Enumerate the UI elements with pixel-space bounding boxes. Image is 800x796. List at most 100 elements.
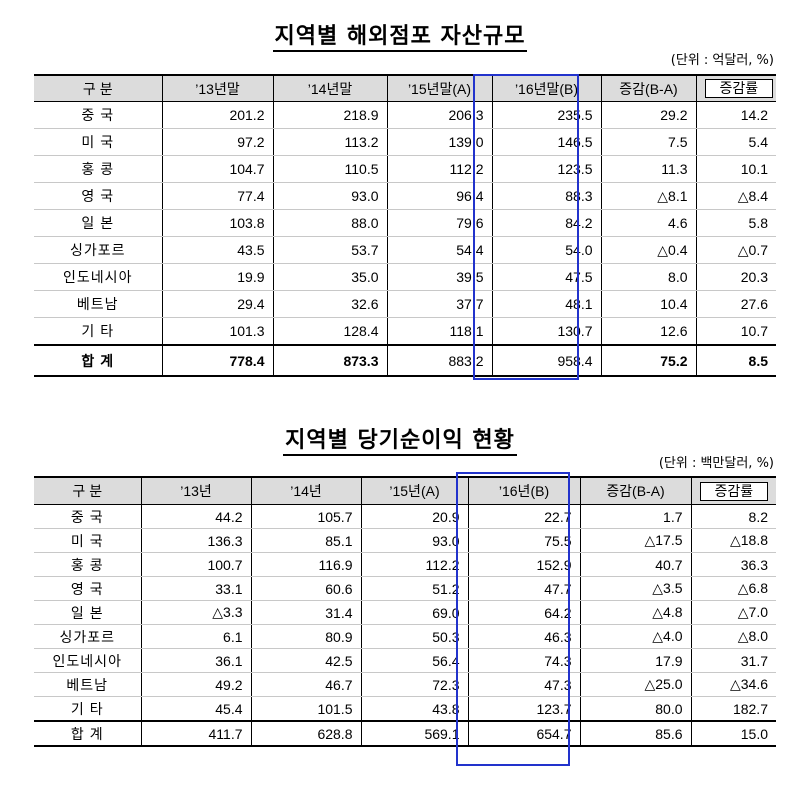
value-cell: △7.0 [690, 600, 776, 625]
value-cell: 75.5 [467, 528, 580, 553]
value-cell: 32.6 [272, 290, 387, 318]
table-row: 미 국 97.2 113.2 139.0 146.5 7.5 5.4 [34, 128, 776, 156]
value-cell: 12.6 [600, 317, 696, 346]
table2-unit: (단위 : 백만달러, %) [658, 456, 774, 471]
value-cell: 88.3 [491, 182, 601, 210]
value-cell: 84.2 [491, 209, 601, 237]
header-2015: ’15년(A) [360, 476, 468, 505]
table1-unit: (단위 : 억달러, %) [670, 53, 774, 68]
value-cell: 31.4 [250, 600, 361, 625]
value-cell: 35.0 [272, 263, 387, 291]
value-cell: 20.3 [695, 263, 776, 291]
value-cell: 54.4 [386, 236, 492, 264]
value-cell: 75.2 [600, 344, 696, 377]
table-row: 기 타 45.4 101.5 43.8 123.7 80.0 182.7 [34, 696, 776, 722]
table-row: 싱가포르 43.5 53.7 54.4 54.0 △0.4 △0.7 [34, 236, 776, 264]
table1-title-text: 지역별 해외점포 자산규모 [272, 24, 528, 52]
value-cell: 136.3 [140, 528, 251, 553]
value-cell: △3.3 [140, 600, 251, 625]
region-cell: 일 본 [34, 209, 162, 237]
value-cell: 39.5 [386, 263, 492, 291]
region-cell: 홍 콩 [34, 552, 141, 577]
table-row: 영 국 77.4 93.0 96.4 88.3 △8.1 △8.4 [34, 182, 776, 210]
value-cell: 14.2 [695, 101, 776, 129]
value-cell: 54.0 [491, 236, 601, 264]
value-cell: 42.5 [250, 648, 361, 673]
value-cell: △8.4 [695, 182, 776, 210]
header-2015: ’15년말(A) [386, 74, 492, 102]
table2-title-text: 지역별 당기순이익 현황 [283, 428, 517, 456]
value-cell: 883.2 [386, 344, 492, 377]
value-cell: 93.0 [272, 182, 387, 210]
table-row: 베트남 49.2 46.7 72.3 47.3 △25.0 △34.6 [34, 672, 776, 697]
value-cell: 103.8 [161, 209, 273, 237]
value-cell: 206.3 [386, 101, 492, 129]
value-cell: 45.4 [140, 696, 251, 722]
value-cell: 49.2 [140, 672, 251, 697]
value-cell: 69.0 [360, 600, 468, 625]
region-cell: 기 타 [34, 317, 162, 346]
region-cell: 싱가포르 [34, 236, 162, 264]
value-cell: 20.9 [360, 504, 468, 529]
value-cell: 218.9 [272, 101, 387, 129]
value-cell: 72.3 [360, 672, 468, 697]
table-row: 홍 콩 104.7 110.5 112.2 123.5 11.3 10.1 [34, 155, 776, 183]
value-cell: 27.6 [695, 290, 776, 318]
value-cell: 654.7 [467, 720, 580, 747]
value-cell: 130.7 [491, 317, 601, 346]
value-cell: 112.2 [386, 155, 492, 183]
region-cell: 기 타 [34, 696, 141, 722]
value-cell: 5.8 [695, 209, 776, 237]
table2-title: 지역별 당기순이익 현황 [0, 422, 800, 456]
value-cell: 778.4 [161, 344, 273, 377]
value-cell: 123.7 [467, 696, 580, 722]
value-cell: 10.7 [695, 317, 776, 346]
value-cell: 97.2 [161, 128, 273, 156]
region-cell: 영 국 [34, 182, 162, 210]
value-cell: 36.1 [140, 648, 251, 673]
value-cell: 873.3 [272, 344, 387, 377]
value-cell: 47.3 [467, 672, 580, 697]
table-header-row: 구 분 ’13년 ’14년 ’15년(A) ’16년(B) 증감(B-A) 증감… [34, 476, 776, 505]
table-row: 인도네시아 19.9 35.0 39.5 47.5 8.0 20.3 [34, 263, 776, 291]
table-row: 베트남 29.4 32.6 37.7 48.1 10.4 27.6 [34, 290, 776, 318]
value-cell: 37.7 [386, 290, 492, 318]
asset-table: 구 분 ’13년말 ’14년말 ’15년말(A) ’16년말(B) 증감(B-A… [34, 74, 776, 377]
value-cell: 64.2 [467, 600, 580, 625]
value-cell: 8.5 [695, 344, 776, 377]
value-cell: 80.9 [250, 624, 361, 649]
table-row: 홍 콩 100.7 116.9 112.2 152.9 40.7 36.3 [34, 552, 776, 577]
value-cell: 60.6 [250, 576, 361, 601]
value-cell: 128.4 [272, 317, 387, 346]
table-row: 일 본 103.8 88.0 79.6 84.2 4.6 5.8 [34, 209, 776, 237]
table-row: 일 본 △3.3 31.4 69.0 64.2 △4.8 △7.0 [34, 600, 776, 625]
table-row: 중 국 44.2 105.7 20.9 22.7 1.7 8.2 [34, 504, 776, 529]
value-cell: 105.7 [250, 504, 361, 529]
value-cell: 235.5 [491, 101, 601, 129]
header-change: 증감(B-A) [600, 74, 696, 102]
value-cell: 123.5 [491, 155, 601, 183]
value-cell: 74.3 [467, 648, 580, 673]
header-category: 구 분 [34, 74, 162, 102]
value-cell: 411.7 [140, 720, 251, 747]
value-cell: 79.6 [386, 209, 492, 237]
value-cell: △8.0 [690, 624, 776, 649]
value-cell: 48.1 [491, 290, 601, 318]
value-cell: 5.4 [695, 128, 776, 156]
header-change: 증감(B-A) [579, 476, 691, 505]
value-cell: 40.7 [579, 552, 691, 577]
header-change-rate: 증감률 [690, 476, 776, 505]
value-cell: 50.3 [360, 624, 468, 649]
value-cell: △4.8 [579, 600, 691, 625]
table-row: 영 국 33.1 60.6 51.2 47.7 △3.5 △6.8 [34, 576, 776, 601]
value-cell: △17.5 [579, 528, 691, 553]
header-2013: ’13년 [140, 476, 251, 505]
value-cell: 31.7 [690, 648, 776, 673]
value-cell: △34.6 [690, 672, 776, 697]
region-cell: 싱가포르 [34, 624, 141, 649]
value-cell: 29.2 [600, 101, 696, 129]
value-cell: 19.9 [161, 263, 273, 291]
value-cell: 85.1 [250, 528, 361, 553]
value-cell: 104.7 [161, 155, 273, 183]
value-cell: 10.1 [695, 155, 776, 183]
